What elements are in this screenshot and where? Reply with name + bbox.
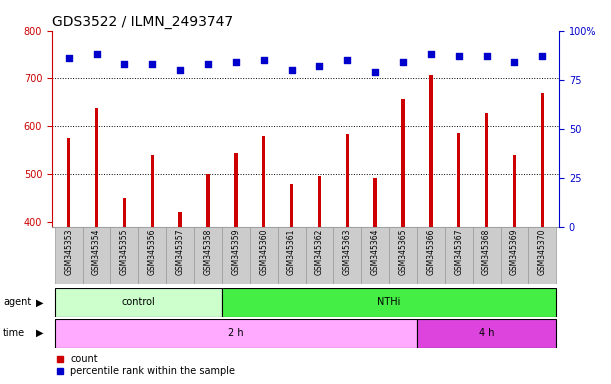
FancyBboxPatch shape xyxy=(222,288,556,317)
Text: time: time xyxy=(3,328,25,338)
FancyBboxPatch shape xyxy=(473,227,500,284)
Text: control: control xyxy=(122,297,155,308)
Text: GSM345362: GSM345362 xyxy=(315,229,324,275)
FancyBboxPatch shape xyxy=(166,227,194,284)
FancyBboxPatch shape xyxy=(500,227,529,284)
Text: GSM345369: GSM345369 xyxy=(510,229,519,275)
Bar xyxy=(290,184,293,384)
Text: GSM345363: GSM345363 xyxy=(343,229,352,275)
FancyBboxPatch shape xyxy=(138,227,166,284)
Bar xyxy=(429,75,433,384)
Text: GSM345354: GSM345354 xyxy=(92,229,101,275)
Legend: count, percentile rank within the sample: count, percentile rank within the sample xyxy=(57,354,235,376)
Point xyxy=(426,51,436,57)
Bar xyxy=(178,212,182,384)
Point xyxy=(454,53,464,59)
Point xyxy=(64,55,73,61)
Text: ▶: ▶ xyxy=(36,297,43,308)
Bar xyxy=(67,138,70,384)
Bar xyxy=(485,113,488,384)
Point xyxy=(481,53,491,59)
Bar xyxy=(234,152,238,384)
Bar xyxy=(95,108,98,384)
Text: 2 h: 2 h xyxy=(228,328,244,338)
Point xyxy=(287,67,296,73)
Point xyxy=(120,61,130,67)
Text: GSM345359: GSM345359 xyxy=(232,229,240,275)
Bar xyxy=(318,176,321,384)
Text: GSM345370: GSM345370 xyxy=(538,229,547,275)
Bar xyxy=(513,155,516,384)
Text: ▶: ▶ xyxy=(36,328,43,338)
Point xyxy=(538,53,547,59)
FancyBboxPatch shape xyxy=(306,227,334,284)
FancyBboxPatch shape xyxy=(82,227,111,284)
Bar xyxy=(262,136,265,384)
FancyBboxPatch shape xyxy=(361,227,389,284)
Point xyxy=(231,59,241,65)
Bar xyxy=(123,198,126,384)
Text: GSM345365: GSM345365 xyxy=(398,229,408,275)
Text: agent: agent xyxy=(3,297,31,308)
Point xyxy=(147,61,157,67)
Text: GSM345364: GSM345364 xyxy=(371,229,379,275)
Bar xyxy=(401,99,404,384)
Text: GSM345355: GSM345355 xyxy=(120,229,129,275)
FancyBboxPatch shape xyxy=(55,288,222,317)
Text: GSM345357: GSM345357 xyxy=(175,229,185,275)
FancyBboxPatch shape xyxy=(389,227,417,284)
FancyBboxPatch shape xyxy=(55,227,82,284)
FancyBboxPatch shape xyxy=(277,227,306,284)
Point xyxy=(259,57,269,63)
FancyBboxPatch shape xyxy=(111,227,138,284)
FancyBboxPatch shape xyxy=(334,227,361,284)
Text: GSM345366: GSM345366 xyxy=(426,229,436,275)
Text: GSM345361: GSM345361 xyxy=(287,229,296,275)
Bar xyxy=(207,174,210,384)
Text: GDS3522 / ILMN_2493747: GDS3522 / ILMN_2493747 xyxy=(52,15,233,29)
Point xyxy=(203,61,213,67)
Point xyxy=(92,51,101,57)
Bar xyxy=(541,93,544,384)
Bar xyxy=(457,133,461,384)
Point xyxy=(315,63,324,69)
Text: GSM345368: GSM345368 xyxy=(482,229,491,275)
Bar xyxy=(373,178,377,384)
Text: 4 h: 4 h xyxy=(479,328,494,338)
FancyBboxPatch shape xyxy=(417,319,556,348)
Bar xyxy=(346,134,349,384)
FancyBboxPatch shape xyxy=(417,227,445,284)
FancyBboxPatch shape xyxy=(250,227,277,284)
Text: GSM345356: GSM345356 xyxy=(148,229,157,275)
Text: NTHi: NTHi xyxy=(378,297,401,308)
Point xyxy=(370,69,380,75)
Point xyxy=(342,57,352,63)
Text: GSM345358: GSM345358 xyxy=(203,229,213,275)
FancyBboxPatch shape xyxy=(222,227,250,284)
Point xyxy=(398,59,408,65)
FancyBboxPatch shape xyxy=(55,319,417,348)
Bar xyxy=(150,155,154,384)
Point xyxy=(175,67,185,73)
Text: GSM345353: GSM345353 xyxy=(64,229,73,275)
Text: GSM345360: GSM345360 xyxy=(259,229,268,275)
FancyBboxPatch shape xyxy=(529,227,556,284)
Text: GSM345367: GSM345367 xyxy=(454,229,463,275)
FancyBboxPatch shape xyxy=(445,227,473,284)
FancyBboxPatch shape xyxy=(194,227,222,284)
Point xyxy=(510,59,519,65)
